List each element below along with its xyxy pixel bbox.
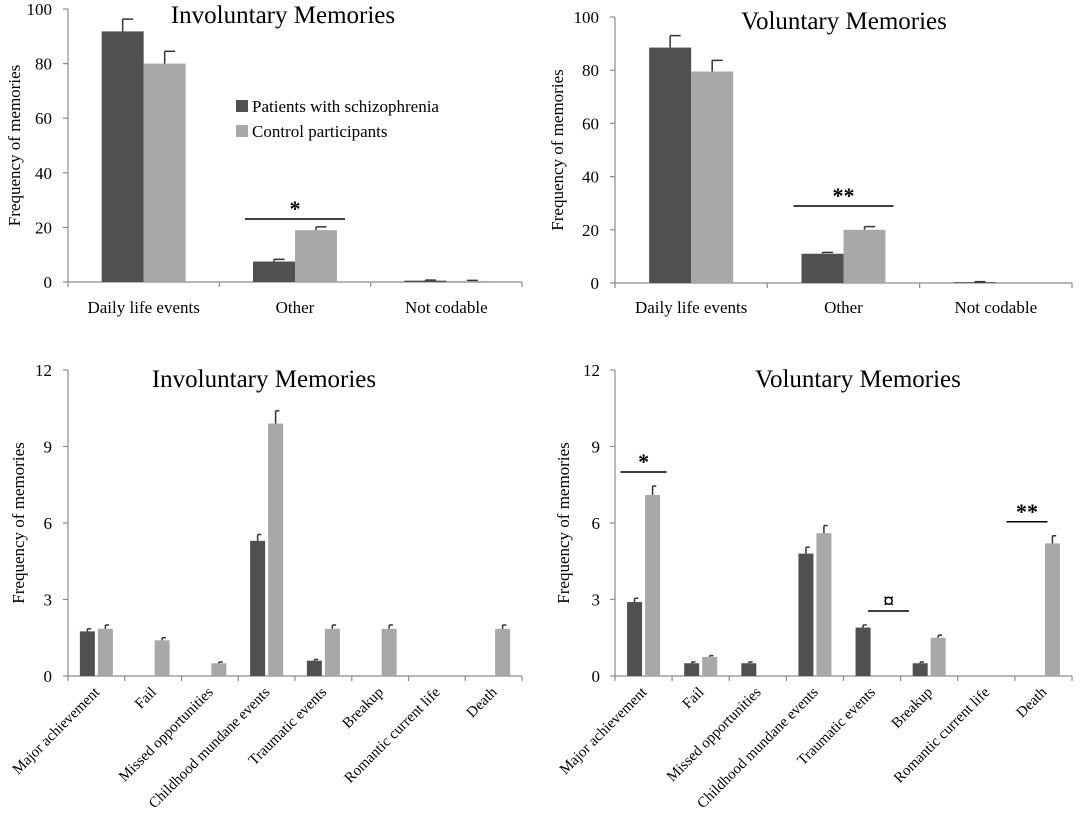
y-tick-label: 6 bbox=[592, 514, 601, 533]
y-tick-label: 80 bbox=[582, 61, 599, 80]
chart-title: Involuntary Memories bbox=[171, 2, 395, 29]
bar-control bbox=[702, 656, 718, 676]
y-axis-label: Frequency of memories bbox=[548, 69, 567, 230]
bar-control bbox=[930, 637, 946, 676]
x-tick-label: Other bbox=[824, 298, 863, 317]
y-axis-label: Frequency of memories bbox=[9, 442, 28, 603]
bar-schizophrenia bbox=[798, 553, 814, 676]
bar-schizophrenia bbox=[801, 253, 844, 283]
y-tick-label: 3 bbox=[592, 591, 601, 610]
bar-control bbox=[381, 628, 397, 676]
significance-marker: * bbox=[290, 196, 301, 221]
legend-swatch-schizophrenia bbox=[236, 100, 248, 112]
x-tick-label: Romantic current life bbox=[342, 684, 444, 786]
chart-voluntary-categories: Voluntary Memories Frequency of memories 0… bbox=[548, 8, 1073, 317]
y-tick-label: 40 bbox=[582, 168, 599, 187]
legend-label: Patients with schizophrenia bbox=[252, 97, 439, 116]
bar-schizophrenia bbox=[649, 47, 692, 284]
bar-control bbox=[324, 628, 340, 676]
bar-control bbox=[495, 628, 511, 676]
bar-control bbox=[816, 533, 832, 676]
x-tick-label: Daily life events bbox=[635, 298, 747, 317]
bar-schizophrenia bbox=[741, 663, 757, 676]
x-tick-label: Breakup bbox=[889, 685, 936, 732]
y-tick-label: 0 bbox=[592, 667, 601, 686]
bar-control bbox=[691, 71, 734, 283]
y-axis-label: Frequency of memories bbox=[554, 442, 573, 603]
y-tick-label: 20 bbox=[582, 221, 599, 240]
y-tick-label: 12 bbox=[583, 361, 600, 380]
y-tick-label: 0 bbox=[44, 273, 53, 292]
x-tick-label: Major achievement bbox=[557, 684, 651, 778]
x-tick-label: Death bbox=[1014, 684, 1051, 721]
bar-schizophrenia bbox=[79, 631, 95, 676]
y-axis-label: Frequency of memories bbox=[5, 65, 24, 226]
x-tick-label: Romantic current life bbox=[891, 684, 993, 786]
legend-label: Control participants bbox=[252, 122, 388, 141]
x-tick-label: Missed opportunities bbox=[664, 684, 765, 785]
bar-schizophrenia bbox=[404, 280, 447, 282]
x-tick-label: Fail bbox=[680, 685, 708, 713]
x-tick-label: Daily life events bbox=[87, 298, 199, 317]
y-tick-label: 12 bbox=[35, 361, 52, 380]
y-tick-label: 9 bbox=[44, 438, 53, 457]
bar-schizophrenia bbox=[953, 282, 996, 283]
bar-control bbox=[154, 640, 170, 676]
bar-schizophrenia bbox=[306, 660, 322, 676]
bar-control bbox=[143, 63, 186, 282]
chart-involuntary-categories: Involuntary Memories Frequency of memorie… bbox=[5, 0, 523, 317]
y-tick-label: 80 bbox=[35, 55, 52, 74]
bar-control bbox=[295, 230, 337, 282]
bar-control bbox=[268, 423, 284, 676]
y-tick-label: 40 bbox=[35, 164, 52, 183]
x-tick-label: Major achievement bbox=[10, 684, 104, 778]
y-tick-label: 60 bbox=[35, 109, 52, 128]
significance-marker: ¤ bbox=[883, 588, 894, 613]
y-tick-label: 0 bbox=[44, 667, 53, 686]
bar-schizophrenia bbox=[684, 663, 700, 676]
x-tick-label: Breakup bbox=[340, 685, 387, 732]
y-tick-label: 3 bbox=[44, 591, 53, 610]
y-tick-label: 60 bbox=[582, 114, 599, 133]
y-tick-label: 9 bbox=[592, 438, 601, 457]
y-tick-label: 100 bbox=[574, 8, 600, 27]
x-tick-label: Death bbox=[464, 684, 501, 721]
x-tick-label: Other bbox=[276, 298, 315, 317]
x-tick-label: Missed opportunities bbox=[116, 684, 217, 785]
chart-title: Voluntary Memories bbox=[741, 8, 947, 35]
legend-swatch-control bbox=[236, 125, 248, 137]
bar-schizophrenia bbox=[101, 31, 144, 282]
bar-schizophrenia bbox=[253, 261, 295, 282]
bar-control bbox=[645, 494, 661, 676]
bar-control bbox=[1044, 543, 1060, 676]
bar-schizophrenia bbox=[627, 602, 643, 676]
x-tick-label: Not codable bbox=[405, 298, 488, 317]
x-tick-label: Not codable bbox=[955, 298, 1038, 317]
chart-involuntary-themes: Involuntary Memories Frequency of memorie… bbox=[9, 361, 523, 812]
bar-control bbox=[843, 229, 886, 283]
chart-title: Involuntary Memories bbox=[152, 366, 376, 393]
chart-voluntary-themes: Voluntary Memories Frequency of memories 0… bbox=[554, 361, 1073, 812]
bar-schizophrenia bbox=[855, 627, 871, 676]
significance-marker: ** bbox=[1016, 499, 1038, 524]
y-tick-label: 20 bbox=[35, 218, 52, 237]
bar-control bbox=[446, 280, 489, 282]
significance-marker: * bbox=[638, 449, 649, 474]
bar-schizophrenia bbox=[250, 540, 266, 676]
y-tick-label: 0 bbox=[591, 274, 600, 293]
y-tick-label: 6 bbox=[44, 514, 53, 533]
bar-control bbox=[211, 663, 227, 676]
y-tick-label: 100 bbox=[27, 0, 53, 19]
chart-title: Voluntary Memories bbox=[755, 366, 961, 393]
x-tick-label: Fail bbox=[132, 685, 160, 713]
bar-control bbox=[97, 628, 113, 676]
bar-schizophrenia bbox=[912, 663, 928, 676]
significance-marker: ** bbox=[833, 183, 855, 208]
